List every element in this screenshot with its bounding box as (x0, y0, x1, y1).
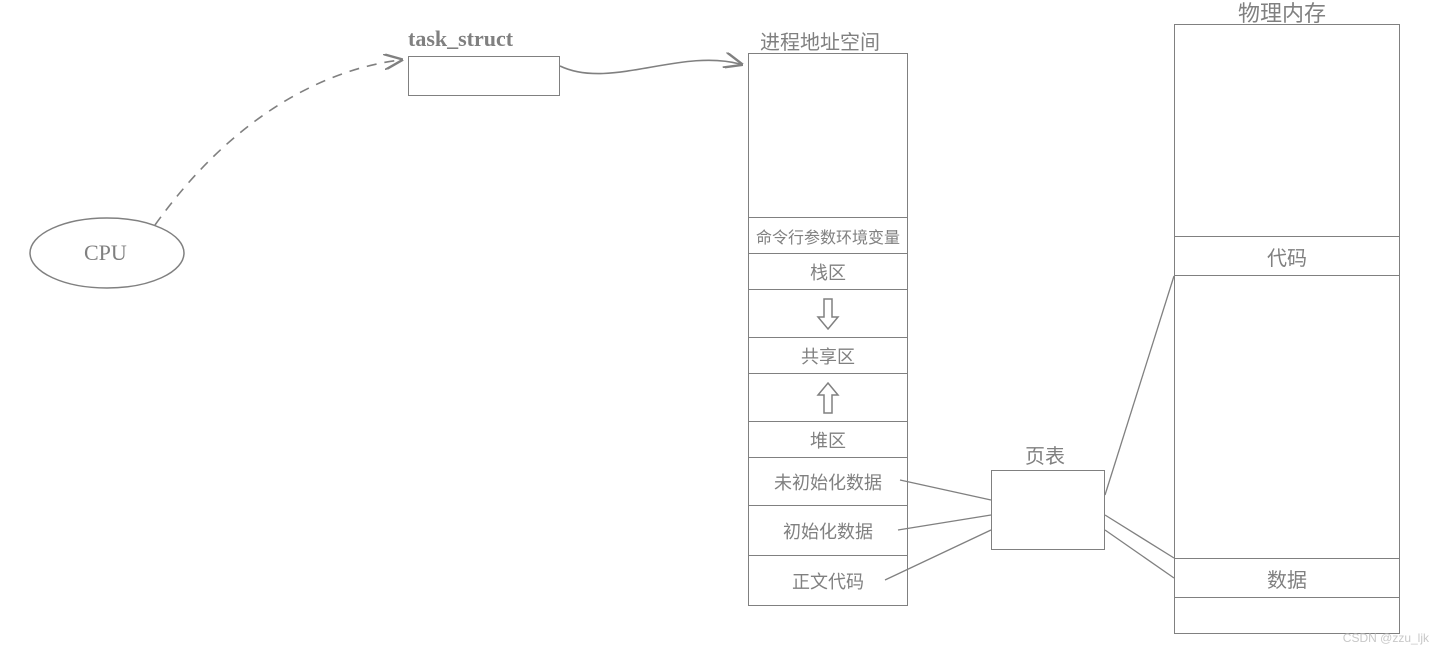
addr-section-7: 初始化数据 (749, 505, 907, 555)
phys-mem-data: 数据 (1174, 558, 1400, 598)
arrow-task-to-addr (560, 60, 740, 73)
line-pt-to-phys-3 (1105, 530, 1174, 578)
line-addr-to-pt-2 (898, 515, 991, 530)
addr-section-2 (749, 289, 907, 337)
addr-section-5: 堆区 (749, 421, 907, 457)
addr-section-4 (749, 373, 907, 421)
address-space-blank (749, 54, 907, 217)
line-addr-to-pt-1 (900, 480, 991, 500)
arrow-up-icon (816, 381, 840, 415)
addr-section-1: 栈区 (749, 253, 907, 289)
address-space-box: 命令行参数环境变量栈区共享区堆区未初始化数据初始化数据正文代码 (748, 53, 908, 606)
phys-mem-box (1174, 24, 1400, 634)
phys-mem-code-label: 代码 (1267, 242, 1307, 271)
cpu-label: CPU (84, 240, 127, 266)
line-pt-to-phys-1 (1105, 276, 1174, 495)
page-table-box (991, 470, 1105, 550)
phys-mem-code: 代码 (1174, 236, 1400, 276)
phys-mem-data-label: 数据 (1267, 564, 1307, 593)
addr-section-6: 未初始化数据 (749, 457, 907, 505)
arrow-down-icon (816, 297, 840, 331)
addr-section-8: 正文代码 (749, 555, 907, 605)
line-pt-to-phys-2 (1105, 515, 1174, 558)
task-struct-label: task_struct (408, 26, 513, 52)
watermark: CSDN @zzu_ljk (1343, 631, 1429, 645)
addr-section-0: 命令行参数环境变量 (749, 217, 907, 253)
page-table-title: 页表 (1025, 440, 1065, 469)
addr-section-3: 共享区 (749, 337, 907, 373)
task-struct-box (408, 56, 560, 96)
arrow-cpu-to-task (155, 60, 400, 225)
address-space-title: 进程地址空间 (760, 26, 880, 55)
